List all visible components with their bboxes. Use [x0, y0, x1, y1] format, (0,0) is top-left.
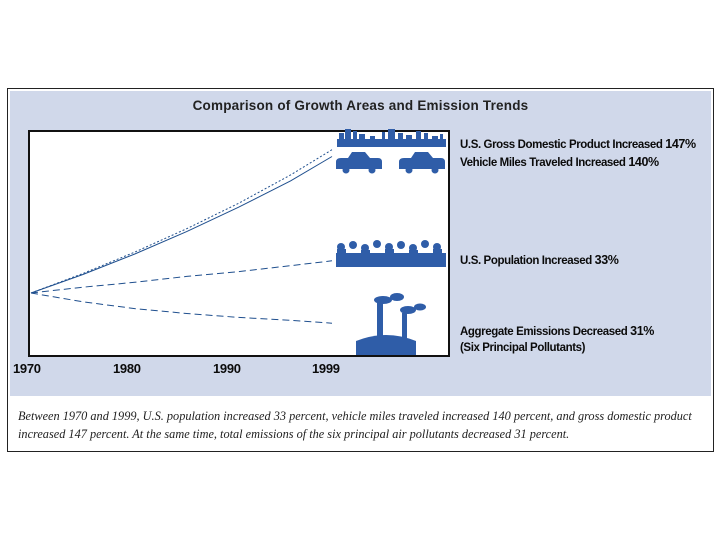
annotation-vmt-pct: 140%	[628, 155, 659, 169]
series-line-vehicle-miles-traveled	[30, 156, 333, 294]
annotation-gdp-text: U.S. Gross Domestic Product Increased	[460, 139, 663, 151]
plot-frame	[28, 130, 450, 357]
annotation-population: U.S. Population Increased 33%	[460, 253, 619, 267]
annotation-pollutants: (Six Principal Pollutants)	[460, 342, 585, 354]
chart-title: Comparison of Growth Areas and Emission …	[192, 98, 529, 113]
annotation-vmt: Vehicle Miles Traveled Increased 140%	[460, 155, 659, 169]
series-line-u-s-gross-domestic-product	[30, 149, 333, 294]
x-tick-1990: 1990	[213, 361, 241, 376]
annotation-emissions-text: Aggregate Emissions Decreased	[460, 326, 628, 338]
x-tick-1980: 1980	[113, 361, 141, 376]
annotation-vmt-text: Vehicle Miles Traveled Increased	[460, 157, 626, 169]
series-line-u-s-population	[30, 260, 333, 294]
figure-caption: Between 1970 and 1999, U.S. population i…	[18, 409, 692, 441]
x-tick-1970: 1970	[13, 361, 41, 376]
annotation-emissions-pct: 31%	[630, 324, 654, 338]
crowd-icon	[336, 240, 446, 267]
annotation-gdp: U.S. Gross Domestic Product Increased 14…	[460, 137, 696, 151]
annotation-gdp-pct: 147%	[665, 137, 696, 151]
annotation-emissions: Aggregate Emissions Decreased 31%	[460, 324, 654, 338]
annotation-population-pct: 33%	[594, 253, 619, 267]
chart-panel: Comparison of Growth Areas and Emission …	[10, 91, 711, 396]
annotation-population-text: U.S. Population Increased	[460, 255, 592, 267]
x-tick-1999: 1999	[312, 361, 340, 376]
city-skyline-icon	[337, 129, 446, 147]
plot-area	[28, 129, 450, 357]
series-line-aggregate-emissions	[30, 292, 333, 324]
cars-icon	[336, 152, 445, 174]
factory-smokestacks-icon	[356, 293, 426, 355]
figure-frame: Comparison of Growth Areas and Emission …	[7, 88, 714, 452]
annotation-pollutants-text: (Six Principal Pollutants)	[460, 342, 586, 354]
